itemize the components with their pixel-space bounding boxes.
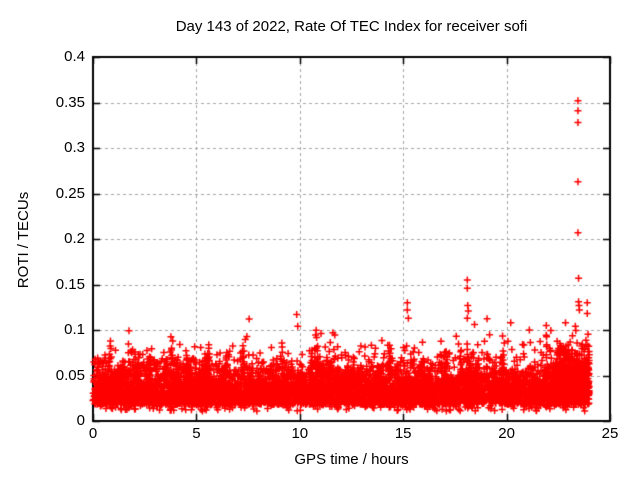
y-tick-label: 0.4	[64, 48, 85, 65]
y-tick-label: 0.25	[55, 184, 85, 202]
x-tick-label: 15	[394, 425, 412, 442]
x-tick-label: 25	[601, 425, 619, 442]
y-tick-label: 0.1	[64, 321, 85, 338]
y-tick-label: 0.3	[64, 139, 85, 156]
y-tick-label: 0	[76, 412, 85, 429]
x-tick-label: 0	[88, 425, 98, 442]
x-tick-label: 5	[192, 425, 201, 442]
y-tick-label: 0.15	[55, 275, 85, 293]
y-tick-label: 0.05	[55, 366, 85, 384]
y-tick-label: 0.35	[55, 93, 85, 111]
x-tick-label: 20	[498, 425, 515, 442]
x-tick-label: 10	[291, 425, 309, 442]
chart-title: Day 143 of 2022, Rate Of TEC Index for r…	[175, 18, 528, 35]
x-axis-label: GPS time / hours	[294, 451, 409, 468]
y-tick-label: 0.2	[64, 230, 85, 247]
